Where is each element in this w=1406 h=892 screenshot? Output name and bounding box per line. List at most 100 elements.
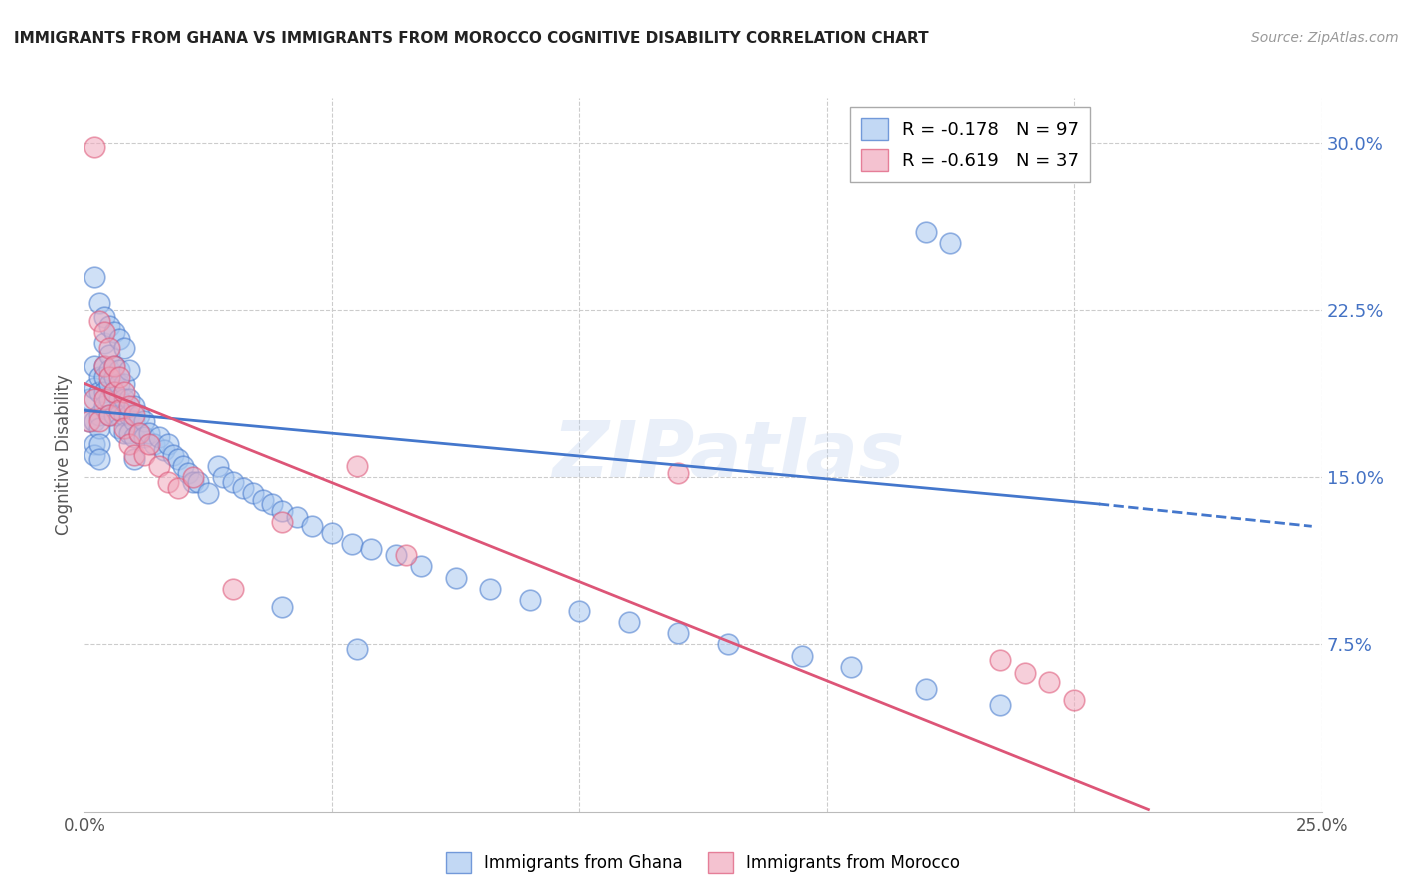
Point	[108, 363, 131, 377]
Point	[118, 408, 141, 422]
Point	[167, 452, 190, 467]
Legend: Immigrants from Ghana, Immigrants from Morocco: Immigrants from Ghana, Immigrants from M…	[439, 846, 967, 880]
Point	[167, 482, 190, 496]
Point	[103, 385, 125, 400]
Point	[841, 660, 863, 674]
Point	[132, 414, 155, 429]
Point	[148, 459, 170, 474]
Point	[207, 459, 229, 474]
Point	[122, 430, 145, 444]
Point	[103, 359, 125, 373]
Point	[939, 236, 962, 251]
Point	[89, 408, 111, 422]
Text: IMMIGRANTS FROM GHANA VS IMMIGRANTS FROM MOROCCO COGNITIVE DISABILITY CORRELATIO: IMMIGRANTS FROM GHANA VS IMMIGRANTS FROM…	[14, 31, 929, 46]
Point	[89, 369, 111, 384]
Point	[112, 421, 135, 435]
Point	[301, 519, 323, 533]
Point	[93, 359, 115, 373]
Point	[717, 637, 740, 651]
Point	[108, 332, 131, 346]
Point	[98, 369, 121, 384]
Point	[346, 459, 368, 474]
Point	[360, 541, 382, 556]
Point	[118, 425, 141, 440]
Point	[157, 475, 180, 489]
Point	[83, 269, 105, 284]
Text: Source: ZipAtlas.com: Source: ZipAtlas.com	[1251, 31, 1399, 45]
Point	[128, 425, 150, 440]
Point	[122, 452, 145, 467]
Point	[128, 408, 150, 422]
Point	[79, 414, 101, 429]
Point	[98, 376, 121, 391]
Point	[112, 392, 135, 407]
Point	[321, 526, 343, 541]
Point	[172, 459, 194, 474]
Point	[122, 408, 145, 422]
Point	[271, 503, 294, 517]
Point	[340, 537, 363, 551]
Point	[222, 475, 245, 489]
Point	[89, 296, 111, 310]
Point	[89, 421, 111, 435]
Point	[148, 430, 170, 444]
Point	[93, 385, 115, 400]
Point	[83, 392, 105, 407]
Point	[197, 485, 219, 500]
Point	[346, 642, 368, 657]
Point	[177, 466, 200, 480]
Point	[132, 430, 155, 444]
Point	[89, 414, 111, 429]
Point	[79, 414, 101, 429]
Point	[914, 681, 936, 696]
Point	[118, 363, 141, 377]
Point	[385, 548, 408, 563]
Point	[988, 653, 1011, 667]
Point	[93, 325, 115, 339]
Point	[262, 497, 284, 511]
Point	[103, 359, 125, 373]
Point	[108, 376, 131, 391]
Point	[122, 399, 145, 413]
Point	[93, 336, 115, 351]
Point	[122, 414, 145, 429]
Point	[666, 626, 689, 640]
Point	[568, 604, 591, 618]
Point	[395, 548, 418, 563]
Point	[187, 475, 209, 489]
Point	[242, 485, 264, 500]
Point	[790, 648, 813, 663]
Point	[138, 436, 160, 450]
Point	[271, 599, 294, 614]
Point	[98, 408, 121, 422]
Point	[112, 425, 135, 440]
Y-axis label: Cognitive Disability: Cognitive Disability	[55, 375, 73, 535]
Point	[98, 392, 121, 407]
Point	[222, 582, 245, 596]
Point	[479, 582, 502, 596]
Point	[79, 392, 101, 407]
Point	[157, 436, 180, 450]
Point	[122, 448, 145, 462]
Point	[98, 341, 121, 355]
Point	[162, 448, 184, 462]
Point	[118, 392, 141, 407]
Point	[103, 408, 125, 422]
Point	[83, 359, 105, 373]
Point	[118, 399, 141, 413]
Point	[1063, 693, 1085, 707]
Point	[519, 592, 541, 607]
Point	[138, 425, 160, 440]
Point	[132, 448, 155, 462]
Point	[1014, 666, 1036, 681]
Point	[285, 510, 308, 524]
Point	[98, 363, 121, 377]
Point	[89, 436, 111, 450]
Point	[83, 381, 105, 395]
Point	[103, 325, 125, 339]
Point	[93, 369, 115, 384]
Point	[152, 443, 174, 458]
Point	[271, 515, 294, 529]
Point	[93, 359, 115, 373]
Point	[83, 436, 105, 450]
